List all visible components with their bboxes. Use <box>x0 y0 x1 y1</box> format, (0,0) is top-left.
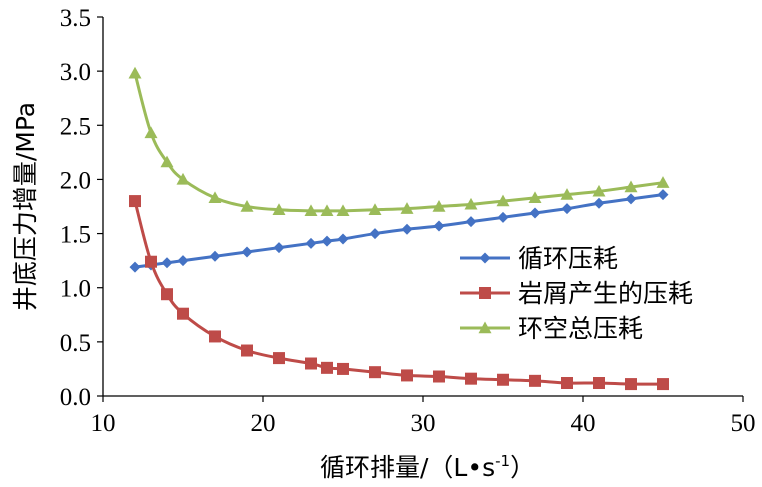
data-point-square <box>401 369 413 382</box>
data-point-diamond <box>321 235 333 247</box>
data-point-square <box>321 361 333 374</box>
data-point-triangle <box>160 155 174 168</box>
x-axis-label: 循环排量/（L•s-1） <box>320 452 535 482</box>
data-point-diamond <box>497 211 509 223</box>
data-point-diamond <box>479 252 491 264</box>
data-point-diamond <box>209 250 221 262</box>
legend-item: 岩屑产生的压耗 <box>460 279 693 308</box>
data-point-diamond <box>401 223 413 235</box>
data-point-square <box>161 288 173 301</box>
legend-label: 环空总压耗 <box>518 314 643 343</box>
legend-label: 岩屑产生的压耗 <box>518 279 693 308</box>
data-point-diamond <box>561 203 573 215</box>
x-axis-label-superscript: -1 <box>495 452 510 470</box>
data-point-square <box>465 372 477 385</box>
data-point-square <box>479 287 491 299</box>
x-tick-label: 30 <box>411 410 436 437</box>
legend-item: 环空总压耗 <box>460 314 643 343</box>
data-point-square <box>145 255 157 268</box>
data-point-diamond <box>369 228 381 240</box>
data-point-triangle <box>336 204 350 217</box>
x-tick-label: 10 <box>91 410 116 437</box>
x-tick-label: 50 <box>731 410 756 437</box>
data-point-diamond <box>161 257 173 269</box>
data-point-square <box>497 373 509 386</box>
data-point-square <box>433 370 445 383</box>
data-point-square <box>369 366 381 379</box>
data-point-diamond <box>433 220 445 232</box>
series-3 <box>128 66 670 217</box>
y-tick-label: 2.5 <box>60 113 91 140</box>
data-point-square <box>177 307 189 320</box>
data-point-triangle <box>496 194 510 207</box>
data-point-triangle <box>208 191 222 204</box>
data-point-diamond <box>625 193 637 205</box>
data-point-triangle <box>656 176 670 188</box>
y-tick-label: 0.5 <box>60 330 91 357</box>
data-point-square <box>529 374 541 387</box>
data-point-square <box>337 362 349 375</box>
data-point-diamond <box>305 237 317 249</box>
y-tick-label: 1.0 <box>60 276 91 303</box>
data-point-square <box>561 377 573 390</box>
data-point-triangle <box>478 321 492 334</box>
data-point-diamond <box>529 207 541 219</box>
data-point-diamond <box>657 189 669 201</box>
data-point-square <box>209 330 221 343</box>
data-point-square <box>305 357 317 370</box>
data-point-square <box>129 195 141 208</box>
data-point-triangle <box>432 200 446 212</box>
y-tick-label: 0.0 <box>60 384 91 411</box>
y-tick-label: 3.5 <box>60 5 91 32</box>
data-point-triangle <box>464 197 478 210</box>
series-line <box>133 72 664 213</box>
data-point-triangle <box>400 202 414 214</box>
data-point-square <box>273 352 285 365</box>
data-point-square <box>657 378 669 391</box>
data-point-triangle <box>320 204 334 217</box>
data-point-diamond <box>273 242 285 254</box>
y-axis-label: 井底压力增量/MPa <box>11 102 40 311</box>
x-axis-label-close: ） <box>510 453 535 482</box>
legend-item: 循环压耗 <box>460 244 618 273</box>
data-point-diamond <box>337 233 349 245</box>
data-point-triangle <box>240 200 254 212</box>
series-layer <box>128 66 670 391</box>
series-2 <box>129 195 669 391</box>
data-point-triangle <box>528 191 542 204</box>
y-tick-label: 2.0 <box>60 167 91 194</box>
y-tick-label: 1.5 <box>60 222 91 249</box>
data-point-diamond <box>129 261 141 273</box>
x-axis-label-main: 循环排量/（L•s <box>320 453 495 482</box>
x-tick-label: 40 <box>571 410 596 437</box>
legend-label: 循环压耗 <box>518 244 618 273</box>
data-point-triangle <box>624 180 638 193</box>
series-1 <box>129 189 669 273</box>
data-point-triangle <box>560 188 574 200</box>
data-point-triangle <box>144 126 158 139</box>
data-point-square <box>241 344 253 357</box>
data-point-triangle <box>272 203 286 215</box>
data-point-triangle <box>592 184 606 197</box>
data-point-diamond <box>465 216 477 228</box>
data-point-triangle <box>176 172 190 185</box>
data-point-diamond <box>241 246 253 258</box>
data-point-triangle <box>368 203 382 215</box>
data-point-triangle <box>128 66 142 79</box>
x-tick-label: 20 <box>251 410 276 437</box>
axes: 0.0 0.5 1.0 1.5 2.0 2.5 3.0 3.5 10 20 30 40 50 <box>60 5 756 437</box>
data-point-diamond <box>177 255 189 267</box>
y-tick-label: 3.0 <box>60 59 91 86</box>
data-point-square <box>625 378 637 391</box>
data-point-square <box>593 377 605 390</box>
data-point-diamond <box>593 197 605 209</box>
data-point-triangle <box>304 204 318 217</box>
